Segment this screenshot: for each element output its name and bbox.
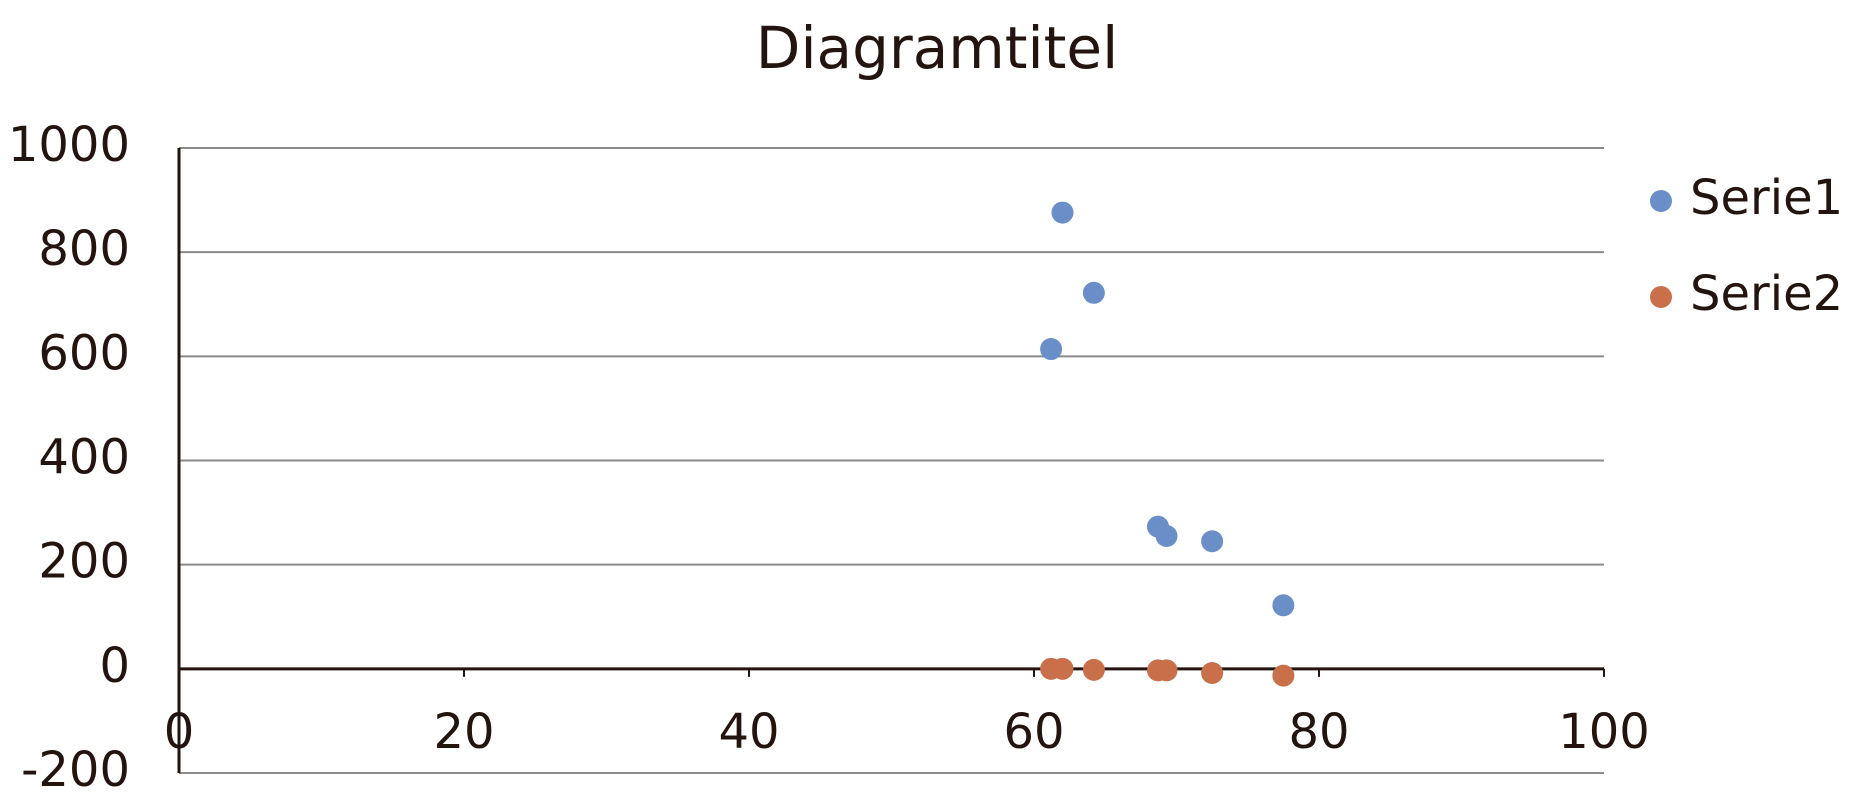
point <box>1155 525 1178 548</box>
x-tick-label: 80 <box>1288 704 1349 760</box>
point <box>1201 530 1224 553</box>
point <box>1201 662 1224 684</box>
point <box>1051 657 1074 680</box>
point <box>1051 201 1074 224</box>
point <box>1155 659 1178 682</box>
legend-label: Serie2 <box>1690 266 1843 322</box>
legend-marker <box>1650 286 1672 308</box>
y-tick-label: 400 <box>38 430 130 486</box>
point <box>1082 658 1105 681</box>
y-tick-label: -200 <box>21 742 130 798</box>
legend-marker <box>1650 190 1672 212</box>
legend-label: Serie1 <box>1690 170 1843 226</box>
point <box>1272 664 1295 687</box>
point <box>1272 594 1295 617</box>
y-tick-label: 600 <box>38 325 130 381</box>
y-tick-label: 0 <box>99 638 130 694</box>
y-tick-label: 1000 <box>8 117 130 173</box>
x-tick-label: 20 <box>433 704 494 760</box>
x-tick-label: 0 <box>164 704 195 760</box>
y-tick-label: 200 <box>38 534 130 590</box>
x-tick-label: 40 <box>718 704 779 760</box>
point <box>1082 281 1105 304</box>
x-tick-label: 100 <box>1558 704 1650 760</box>
point <box>1040 338 1063 361</box>
x-tick-label: 60 <box>1003 704 1064 760</box>
y-tick-label: 800 <box>38 221 130 277</box>
chart-title: Diagramtitel <box>756 14 1118 82</box>
